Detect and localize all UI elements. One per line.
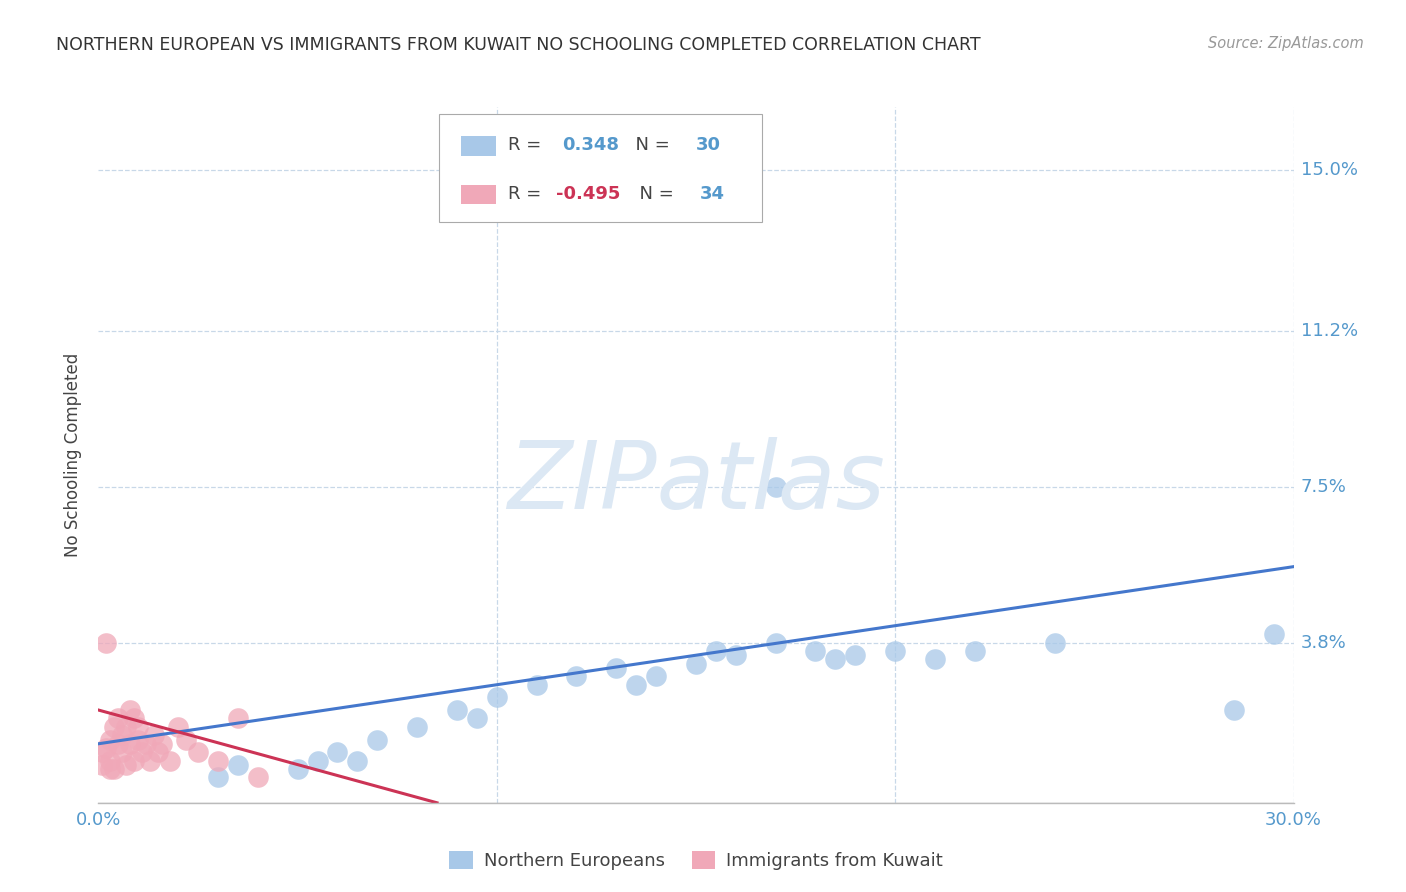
Point	[96, 635, 118, 649]
Point	[685, 657, 707, 671]
Point	[111, 728, 134, 742]
Point	[159, 754, 181, 768]
Point	[963, 644, 986, 658]
Point	[115, 757, 138, 772]
Text: 7.5%: 7.5%	[1301, 477, 1347, 496]
Point	[98, 754, 122, 768]
Point	[91, 757, 114, 772]
Point	[124, 754, 146, 768]
FancyBboxPatch shape	[461, 136, 496, 156]
Point	[1222, 703, 1246, 717]
Point	[207, 771, 229, 785]
Point	[96, 741, 118, 756]
FancyBboxPatch shape	[461, 185, 496, 204]
Point	[187, 745, 209, 759]
Point	[226, 711, 249, 725]
Point	[526, 678, 548, 692]
Point	[307, 754, 329, 768]
Point	[124, 711, 146, 725]
Text: 3.8%: 3.8%	[1301, 633, 1347, 651]
Text: Source: ZipAtlas.com: Source: ZipAtlas.com	[1208, 36, 1364, 51]
Point	[150, 737, 173, 751]
Point	[115, 720, 138, 734]
Point	[804, 644, 827, 658]
Point	[107, 711, 129, 725]
Point	[765, 635, 787, 649]
Point	[174, 732, 197, 747]
Point	[107, 737, 129, 751]
Point	[103, 720, 125, 734]
Point	[884, 644, 907, 658]
Text: N =: N =	[628, 185, 679, 203]
Text: N =: N =	[624, 136, 676, 154]
Point	[624, 678, 647, 692]
Point	[605, 661, 627, 675]
Point	[120, 737, 142, 751]
Point	[135, 737, 157, 751]
Point	[844, 648, 866, 663]
Text: 11.2%: 11.2%	[1301, 321, 1358, 340]
Point	[924, 652, 946, 666]
Point	[226, 757, 249, 772]
Point	[103, 762, 125, 776]
Point	[98, 762, 122, 776]
Y-axis label: No Schooling Completed: No Schooling Completed	[65, 353, 83, 557]
Point	[131, 745, 153, 759]
Text: ZIPatlas: ZIPatlas	[508, 437, 884, 528]
Text: -0.495: -0.495	[557, 185, 620, 203]
Point	[148, 745, 170, 759]
Text: NORTHERN EUROPEAN VS IMMIGRANTS FROM KUWAIT NO SCHOOLING COMPLETED CORRELATION C: NORTHERN EUROPEAN VS IMMIGRANTS FROM KUW…	[56, 36, 981, 54]
Point	[366, 732, 388, 747]
Point	[1263, 627, 1285, 641]
Point	[246, 771, 269, 785]
Point	[167, 720, 190, 734]
Point	[765, 479, 787, 493]
Point	[824, 652, 846, 666]
Text: 34: 34	[700, 185, 724, 203]
Point	[111, 745, 134, 759]
Text: 30: 30	[696, 136, 721, 154]
Point	[127, 732, 149, 747]
Point	[120, 703, 142, 717]
Point	[406, 720, 429, 734]
Text: R =: R =	[509, 185, 547, 203]
Point	[91, 745, 114, 759]
Point	[346, 754, 368, 768]
Legend: Northern Europeans, Immigrants from Kuwait: Northern Europeans, Immigrants from Kuwa…	[441, 844, 950, 877]
Point	[98, 732, 122, 747]
Point	[139, 754, 162, 768]
Text: R =: R =	[509, 136, 547, 154]
Point	[465, 711, 488, 725]
Text: 15.0%: 15.0%	[1301, 161, 1358, 179]
Point	[724, 648, 747, 663]
Point	[704, 644, 727, 658]
Point	[565, 669, 588, 683]
Point	[645, 669, 668, 683]
Point	[143, 728, 166, 742]
Point	[207, 754, 229, 768]
Text: 0.348: 0.348	[562, 136, 619, 154]
Point	[485, 690, 508, 705]
Point	[446, 703, 468, 717]
Point	[127, 720, 149, 734]
Point	[1043, 635, 1066, 649]
FancyBboxPatch shape	[439, 114, 762, 222]
Point	[326, 745, 349, 759]
Point	[287, 762, 309, 776]
